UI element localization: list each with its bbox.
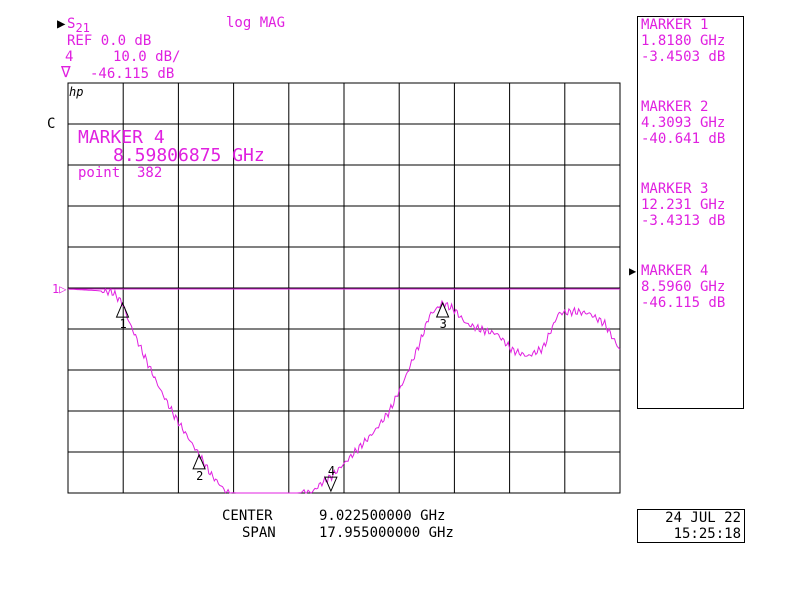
parameter-subscript: 21 xyxy=(75,20,90,35)
marker-frequency: 4.3093 GHz xyxy=(641,115,726,131)
active-marker-pointer-icon: ▶ xyxy=(629,264,637,278)
marker-value: -46.115 dB xyxy=(641,295,726,311)
marker-frequency: 1.8180 GHz xyxy=(641,33,726,49)
marker-label: MARKER 3 xyxy=(641,181,709,197)
marker-4-label: 4 xyxy=(328,464,335,478)
parameter-arrow-icon: ▶ xyxy=(57,16,66,32)
active-marker-value: -46.115 dB xyxy=(90,66,175,82)
marker-3-icon[interactable] xyxy=(435,301,450,318)
active-marker-frequency: 8.59806875 GHz xyxy=(113,145,265,166)
marker-entry-2[interactable]: MARKER 2 4.3093 GHz -40.641 dB xyxy=(641,99,725,147)
marker-list-panel: MARKER 1 1.8180 GHz -3.4503 dB MARKER 2 … xyxy=(637,16,744,409)
marker-3-label: 3 xyxy=(440,317,447,331)
marker-1-label: 1 xyxy=(120,317,127,331)
trace-s21 xyxy=(67,287,621,494)
parameter-name[interactable]: S21 xyxy=(67,16,90,36)
parameter-letter: S xyxy=(67,16,76,32)
marker-frequency: 8.5960 GHz xyxy=(641,279,726,295)
reference-value: REF 0.0 dB xyxy=(67,33,152,49)
span-value[interactable]: 17.955000000 GHz xyxy=(319,525,454,541)
marker-entry-3[interactable]: MARKER 3 12.231 GHz -3.4313 dB xyxy=(641,181,725,229)
marker-frequency: 12.231 GHz xyxy=(641,197,726,213)
marker-value: -40.641 dB xyxy=(641,131,726,147)
marker-label: MARKER 4 xyxy=(641,263,709,279)
marker-label: MARKER 2 xyxy=(641,99,709,115)
hp-logo: hp xyxy=(69,85,84,99)
active-marker-title: MARKER 4 xyxy=(78,127,165,148)
format-label[interactable]: log MAG xyxy=(226,15,286,31)
time-text: 15:25:18 xyxy=(673,526,741,542)
trace-markers: 1 2 3 4 xyxy=(115,301,450,493)
datetime-box: 24 JUL 22 15:25:18 xyxy=(637,509,745,543)
calibration-flag: C xyxy=(47,116,56,132)
marker-value: -3.4503 dB xyxy=(641,49,726,65)
center-label: CENTER xyxy=(222,508,273,524)
marker-label: MARKER 1 xyxy=(641,17,709,33)
reference-label: 1▷ xyxy=(52,282,67,296)
marker-entry-1[interactable]: MARKER 1 1.8180 GHz -3.4503 dB xyxy=(641,17,725,65)
active-marker-point: point 382 xyxy=(78,165,163,181)
scale-value: 10.0 dB/ xyxy=(113,49,181,65)
marker-2-icon[interactable] xyxy=(192,453,206,470)
date-text: 24 JUL 22 xyxy=(665,510,741,526)
delta-marker-icon: ∇ xyxy=(61,62,71,81)
grid-lines xyxy=(68,83,620,493)
marker-2-label: 2 xyxy=(196,469,203,483)
span-label: SPAN xyxy=(242,525,276,541)
marker-1-icon[interactable] xyxy=(115,301,130,318)
marker-value: -3.4313 dB xyxy=(641,213,726,229)
scale-channel: 4 xyxy=(65,49,74,65)
marker-entry-4[interactable]: MARKER 4 8.5960 GHz -46.115 dB xyxy=(641,263,725,311)
center-value[interactable]: 9.022500000 GHz xyxy=(319,508,446,524)
marker-4-icon[interactable] xyxy=(324,476,338,493)
